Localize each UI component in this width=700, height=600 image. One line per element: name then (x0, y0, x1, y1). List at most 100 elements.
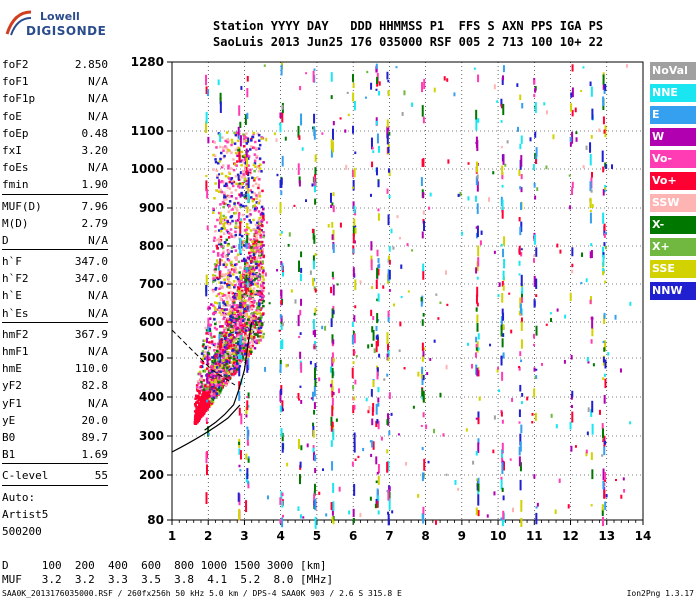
interference-mark (238, 105, 241, 116)
param-value: N/A (88, 92, 108, 106)
interference-mark (533, 299, 536, 308)
interference-mark (331, 379, 334, 391)
echo-point (218, 331, 222, 335)
interference-mark (280, 406, 283, 411)
param-row: M(D) 2.79 (2, 215, 108, 232)
interference-mark (519, 462, 522, 472)
interference-mark (247, 352, 250, 357)
interference-mark (217, 179, 220, 189)
interference-mark (239, 450, 242, 460)
echo-point (220, 378, 223, 382)
echo-point (207, 403, 211, 406)
echo-point (253, 257, 257, 261)
echo-point (232, 336, 236, 339)
echo-point (224, 383, 228, 387)
echo-point (222, 146, 225, 149)
scatter-mark (473, 67, 476, 70)
scatter-mark (585, 449, 588, 454)
echo-point (223, 349, 227, 352)
echo-point (244, 272, 248, 276)
echo-point (203, 339, 206, 342)
scatter-mark (396, 215, 399, 219)
scatter-mark (367, 409, 370, 414)
legend-item: SSW (650, 194, 696, 212)
interference-mark (332, 243, 335, 253)
interference-mark (207, 317, 210, 327)
echo-point (212, 389, 216, 393)
echo-point (249, 296, 252, 299)
echo-point (228, 354, 231, 358)
echo-point (242, 169, 245, 173)
scatter-mark (417, 371, 420, 377)
echo-point (255, 339, 258, 342)
echo-point (220, 227, 224, 230)
echo-point (225, 182, 228, 186)
y-tick-label: 600 (139, 315, 164, 329)
echo-point (257, 256, 260, 259)
echo-point (223, 191, 226, 194)
interference-mark (502, 510, 505, 520)
echo-point (203, 357, 206, 360)
scatter-mark (400, 264, 403, 269)
echo-point (220, 354, 224, 358)
echo-point (257, 264, 260, 267)
echo-point (208, 390, 212, 394)
interference-mark (386, 133, 389, 145)
echo-point (236, 313, 240, 317)
interference-mark (533, 474, 536, 479)
echo-point (228, 281, 231, 284)
interference-mark (370, 389, 373, 397)
echo-point (241, 342, 245, 345)
echo-point (257, 322, 261, 325)
echo-point (203, 398, 207, 402)
interference-mark (205, 174, 208, 178)
echo-point (249, 352, 252, 356)
interference-mark (521, 297, 524, 303)
echo-point (203, 390, 207, 393)
interference-mark (477, 477, 480, 485)
interference-mark (247, 193, 250, 203)
interference-mark (245, 406, 248, 415)
echo-point (236, 304, 239, 307)
header-values: SaoLuis 2013 Jun25 176 035000 RSF 005 2 … (213, 35, 604, 49)
echo-point (238, 328, 242, 332)
interference-mark (604, 501, 607, 511)
interference-mark (388, 498, 391, 510)
echo-point (253, 256, 257, 259)
echo-point (214, 381, 217, 385)
echo-point (241, 340, 245, 343)
echo-point (217, 292, 220, 296)
logo-line1: Lowell (40, 10, 80, 23)
interference-mark (501, 517, 504, 527)
interference-mark (300, 251, 303, 258)
interference-mark (387, 143, 390, 148)
param-key: foEs (2, 161, 29, 175)
echo-point (210, 336, 213, 339)
scatter-mark (392, 246, 395, 250)
scatter-mark (533, 93, 536, 98)
echo-point (253, 209, 257, 212)
scatter-mark (488, 197, 491, 202)
scatter-mark (457, 487, 460, 491)
interference-mark (279, 122, 282, 133)
echo-point (230, 246, 234, 249)
interference-mark (518, 456, 521, 467)
echo-point (236, 351, 240, 355)
echo-point (223, 261, 227, 264)
x-tick-label: 6 (349, 529, 357, 543)
echo-point (214, 322, 217, 326)
echo-point (251, 184, 255, 188)
interference-mark (501, 450, 504, 453)
echo-point (228, 187, 232, 190)
echo-point (257, 201, 260, 205)
interference-mark (591, 316, 594, 329)
echo-point (218, 281, 222, 284)
echo-point (198, 372, 201, 376)
polarization-legend: NoVal NNE E W Vo- Vo+ SSW X- X+ SSE NNW (650, 62, 696, 304)
echo-point (231, 179, 234, 183)
echo-point (241, 242, 244, 245)
scatter-mark (585, 278, 588, 283)
interference-mark (244, 114, 247, 125)
scatter-mark (602, 271, 605, 276)
interference-mark (534, 195, 537, 200)
